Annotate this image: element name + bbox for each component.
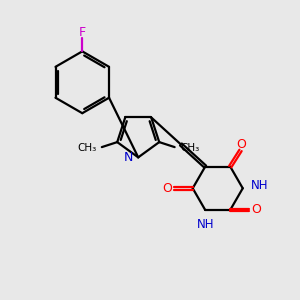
- Text: CH₃: CH₃: [77, 143, 97, 153]
- Text: O: O: [162, 182, 172, 195]
- Text: O: O: [236, 138, 246, 151]
- Text: NH: NH: [251, 179, 268, 192]
- Text: N: N: [124, 151, 133, 164]
- Text: F: F: [79, 26, 86, 39]
- Text: NH: NH: [196, 218, 214, 231]
- Text: CH₃: CH₃: [180, 143, 199, 153]
- Text: O: O: [251, 203, 261, 217]
